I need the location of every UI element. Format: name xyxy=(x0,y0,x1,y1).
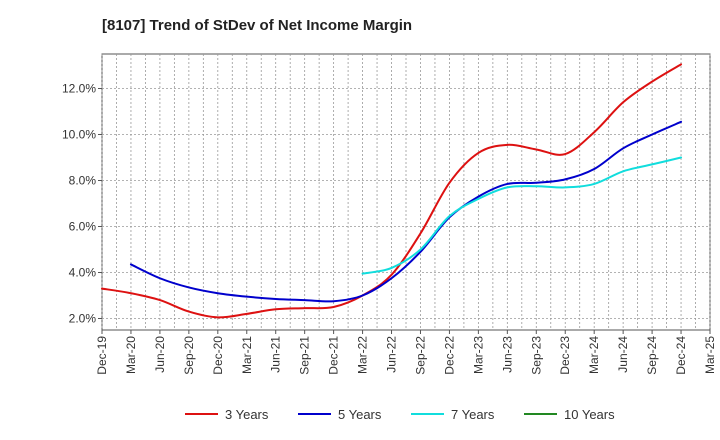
series-line-7-years xyxy=(361,156,683,275)
legend-label: 7 Years xyxy=(451,407,495,422)
legend: 3 Years 5 Years 7 Years 10 Years xyxy=(185,407,615,422)
x-tick-label: Dec-21 xyxy=(327,336,341,375)
x-tick-label: Dec-22 xyxy=(442,336,456,375)
legend-label: 10 Years xyxy=(564,407,615,422)
x-tick-label: Sep-24 xyxy=(645,336,659,375)
x-tick-label: Mar-24 xyxy=(587,336,601,374)
x-tick-label: Sep-20 xyxy=(182,336,196,375)
x-tick-label: Mar-25 xyxy=(703,336,717,374)
x-tick-label: Jun-20 xyxy=(153,336,167,373)
x-tick-label: Sep-23 xyxy=(529,336,543,375)
y-tick-label: 2.0% xyxy=(69,312,97,326)
x-tick-label: Jun-24 xyxy=(616,336,630,373)
x-tick-label: Sep-21 xyxy=(298,336,312,375)
legend-label: 5 Years xyxy=(338,407,382,422)
x-tick-label: Dec-23 xyxy=(558,336,572,375)
chart-title: [8107] Trend of StDev of Net Income Marg… xyxy=(102,17,412,34)
x-tick-label: Mar-23 xyxy=(471,336,485,374)
x-axis: Dec-19 Mar-20 Jun-20 Sep-20 Dec-20 Mar-21 Jun-… xyxy=(95,330,717,375)
x-tick-label: Sep-22 xyxy=(413,336,427,375)
grid-lines xyxy=(101,54,711,330)
y-tick-label: 8.0% xyxy=(69,174,97,188)
y-tick-label: 12.0% xyxy=(62,82,96,96)
x-tick-label: Jun-23 xyxy=(500,336,514,373)
series-line-3-years xyxy=(101,63,683,319)
x-tick-label: Jun-21 xyxy=(269,336,283,373)
y-tick-label: 6.0% xyxy=(69,220,97,234)
x-tick-label: Mar-20 xyxy=(124,336,138,374)
series-group xyxy=(101,63,683,319)
series-line-5-years xyxy=(129,120,683,303)
x-tick-label: Dec-19 xyxy=(95,336,109,375)
x-tick-label: Mar-22 xyxy=(356,336,370,374)
x-tick-label: Dec-20 xyxy=(211,336,225,375)
y-tick-label: 10.0% xyxy=(62,128,96,142)
x-tick-label: Dec-24 xyxy=(674,336,688,375)
x-tick-label: Mar-21 xyxy=(240,336,254,374)
legend-label: 3 Years xyxy=(225,407,269,422)
y-axis: 2.0% 4.0% 6.0% 8.0% 10.0% 12.0% xyxy=(62,82,102,326)
y-tick-label: 4.0% xyxy=(69,266,97,280)
x-tick-label: Jun-22 xyxy=(385,336,399,373)
